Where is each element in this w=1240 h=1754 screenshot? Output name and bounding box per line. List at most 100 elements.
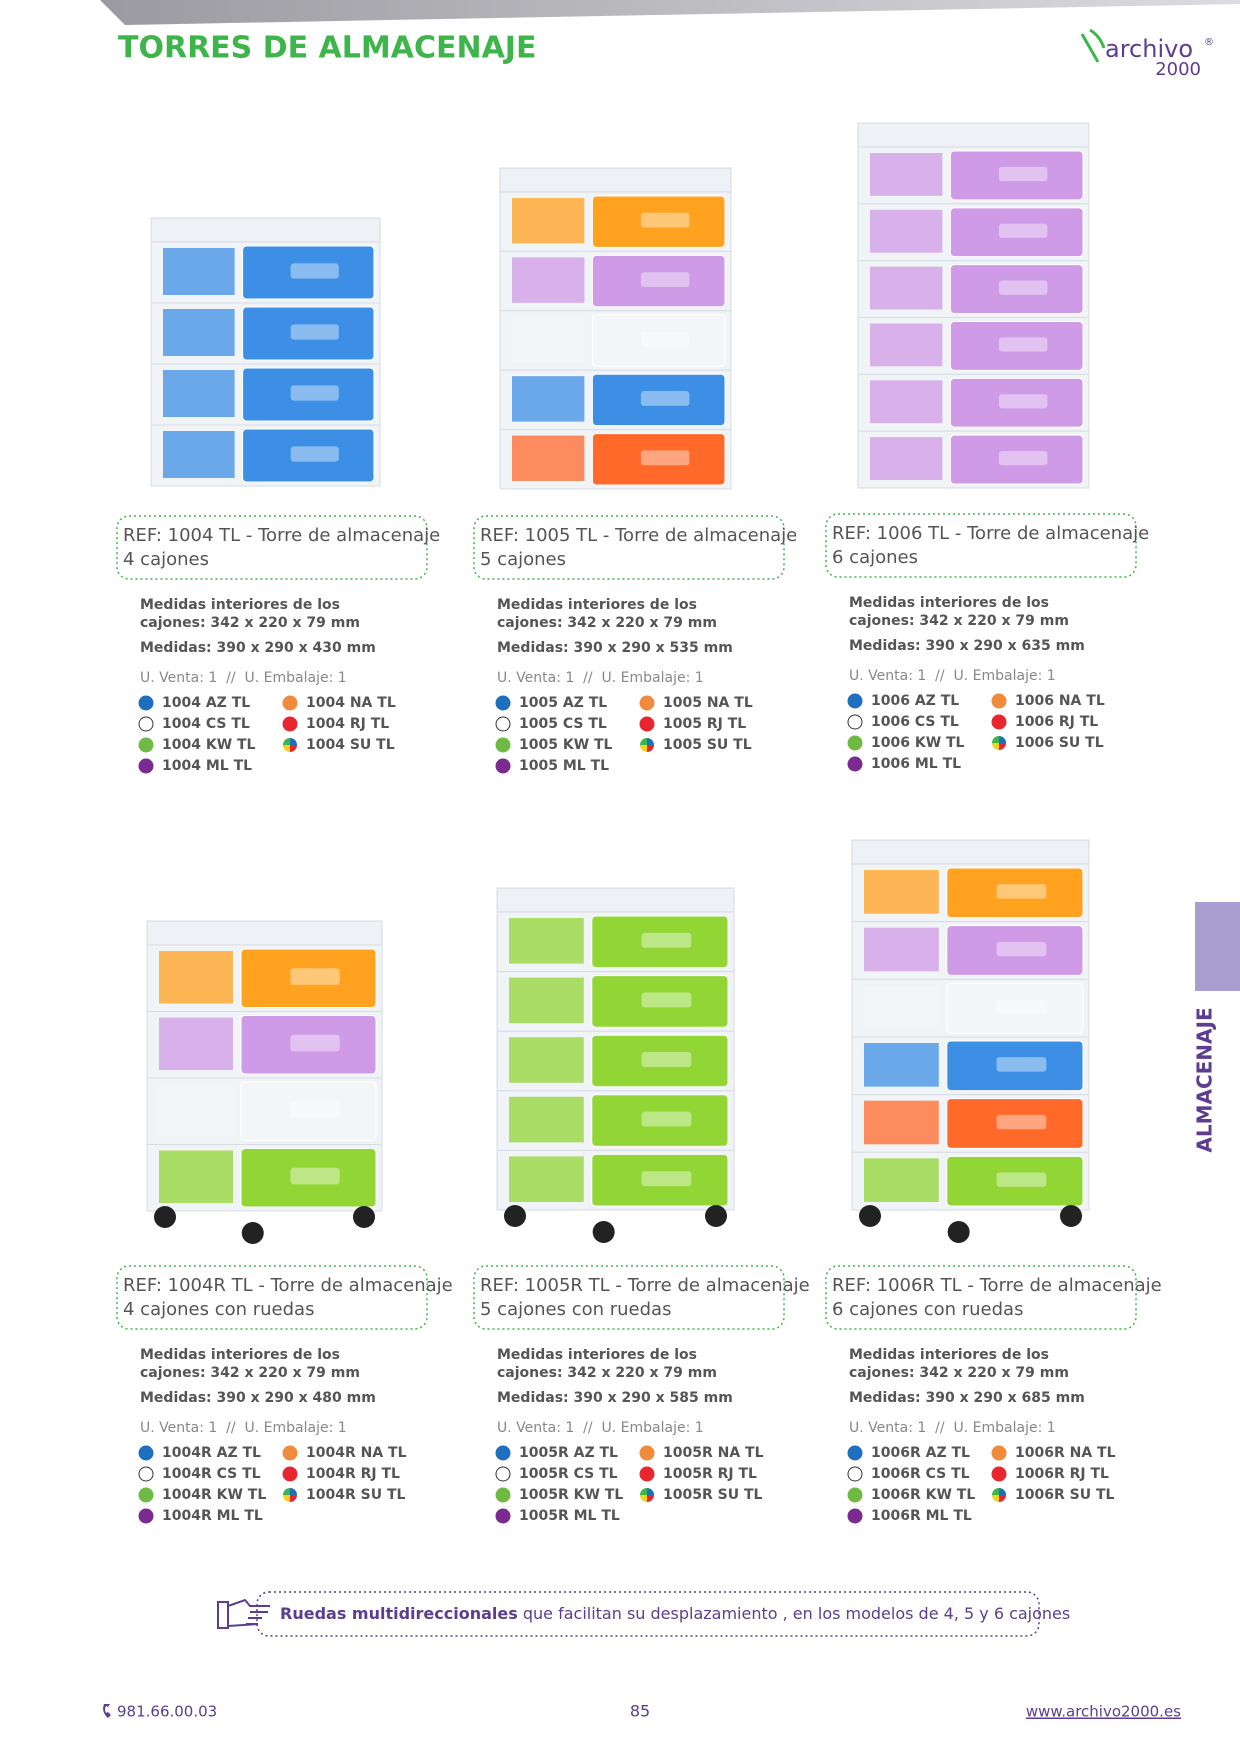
wheel	[947, 1221, 970, 1243]
drawer-front	[946, 1098, 1084, 1149]
drawer-handle	[290, 1034, 340, 1052]
variant-code: 1005R AZ TL	[519, 1445, 618, 1461]
tower-lid	[851, 839, 1090, 865]
logo-registered: ®	[1204, 37, 1214, 48]
note: Ruedas multidireccionales que facilitan …	[280, 1604, 1070, 1623]
color-dot	[495, 716, 511, 732]
color-dot	[992, 1488, 999, 1495]
interior-size: cajones: 342 x 220 x 79 mm	[497, 1365, 717, 1381]
top-band	[100, 0, 1240, 25]
drawer-side	[512, 198, 585, 244]
drawer-side	[159, 1084, 233, 1137]
interior-size: cajones: 342 x 220 x 79 mm	[497, 615, 717, 631]
variant-code: 1006R ML TL	[871, 1508, 972, 1524]
variant-code: 1006 NA TL	[1015, 693, 1105, 709]
logo: archivo ® 2000	[1080, 28, 1214, 80]
tower-lid	[146, 920, 383, 946]
drawer-front	[949, 377, 1084, 428]
drawer-handle	[996, 1057, 1047, 1072]
color-dot	[138, 1466, 154, 1482]
product-image	[851, 839, 1090, 1243]
variant-code: 1005R ML TL	[519, 1508, 620, 1524]
color-dot	[847, 1487, 863, 1503]
drawer-side	[864, 985, 939, 1029]
drawer-front	[242, 245, 375, 300]
drawer-front	[946, 925, 1084, 976]
sales-units: U. Venta: 1 // U. Embalaje: 1	[849, 668, 1056, 684]
color-dot	[991, 1445, 1007, 1461]
footer-phone: 981.66.00.03	[117, 1703, 217, 1721]
ref-title: REF: 1006 TL - Torre de almacenaje	[832, 523, 1149, 544]
drawer-handle	[290, 446, 339, 462]
drawer-handle	[996, 941, 1047, 957]
interior-size: Medidas interiores de los	[849, 595, 1049, 611]
color-dot	[283, 1488, 290, 1495]
color-dot	[991, 1466, 1007, 1482]
variant-code: 1006R NA TL	[1015, 1445, 1116, 1461]
variant-code: 1005 SU TL	[663, 737, 752, 753]
outer-size: Medidas: 390 x 290 x 585 mm	[497, 1390, 733, 1406]
ref-title: REF: 1005 TL - Torre de almacenaje	[480, 525, 797, 546]
drawer-side	[864, 870, 939, 914]
product-image	[857, 122, 1090, 489]
variant-code: 1005R CS TL	[519, 1466, 618, 1482]
ref-title: REF: 1006R TL - Torre de almacenaje	[832, 1275, 1162, 1296]
color-dot	[847, 714, 863, 730]
drawer-front	[949, 150, 1084, 201]
drawer-handle	[998, 280, 1048, 295]
drawer-side	[870, 323, 943, 367]
variant-code: 1004 NA TL	[306, 695, 396, 711]
drawer-handle	[641, 932, 692, 948]
drawer-handle	[640, 390, 690, 406]
variant-code: 1005 CS TL	[519, 716, 607, 732]
color-dot	[138, 758, 154, 774]
drawer-front	[591, 1034, 729, 1088]
interior-size: Medidas interiores de los	[849, 1347, 1049, 1363]
page-number: 85	[630, 1702, 650, 1721]
side-tab-label: ALMACENAJE	[1193, 1007, 1217, 1152]
drawer-handle	[290, 968, 340, 985]
color-dot	[647, 1495, 654, 1502]
drawer-front	[240, 1081, 377, 1141]
ref-title: REF: 1004R TL - Torre de almacenaje	[123, 1275, 453, 1296]
drawer-front	[591, 1094, 729, 1147]
note-bold: Ruedas multidireccionales	[280, 1604, 518, 1623]
drawer-side	[864, 1043, 939, 1087]
variant-code: 1005R NA TL	[663, 1445, 764, 1461]
color-dot	[290, 745, 297, 752]
drawer-front	[591, 373, 726, 427]
wheel	[504, 1205, 526, 1227]
ref-box	[473, 515, 785, 580]
ref-box	[825, 513, 1137, 578]
drawer-side	[512, 376, 585, 422]
drawer-handle	[996, 999, 1047, 1014]
drawer-side	[864, 927, 939, 972]
color-dot	[647, 745, 654, 752]
drawer-handle	[996, 1172, 1047, 1187]
drawer-side	[163, 248, 235, 295]
ref-subtitle: 4 cajones	[123, 549, 209, 570]
drawer-side	[509, 918, 584, 964]
color-dot	[640, 745, 647, 752]
hand-icon	[217, 1598, 270, 1629]
sales-units: U. Venta: 1 // U. Embalaje: 1	[497, 1420, 704, 1436]
product-image	[150, 217, 381, 487]
phone-icon	[103, 1704, 111, 1718]
variant-code: 1004R AZ TL	[162, 1445, 261, 1461]
drawer-handle	[998, 451, 1048, 466]
color-dot	[639, 695, 655, 711]
drawer-front	[949, 264, 1084, 314]
footer-url: www.archivo2000.es	[1026, 1703, 1181, 1721]
color-dot	[138, 1508, 154, 1524]
drawer-handle	[998, 394, 1048, 409]
ref-box	[473, 1265, 785, 1330]
drawer-side	[864, 1158, 939, 1202]
color-dot	[282, 716, 298, 732]
page-title: TORRES DE ALMACENAJE	[118, 31, 536, 66]
interior-size: cajones: 342 x 220 x 79 mm	[140, 615, 360, 631]
drawer-front	[240, 1148, 377, 1208]
variant-code: 1006 ML TL	[871, 756, 961, 772]
interior-size: Medidas interiores de los	[497, 597, 697, 613]
drawer-side	[159, 951, 233, 1004]
variant-code: 1006 RJ TL	[1015, 714, 1098, 730]
